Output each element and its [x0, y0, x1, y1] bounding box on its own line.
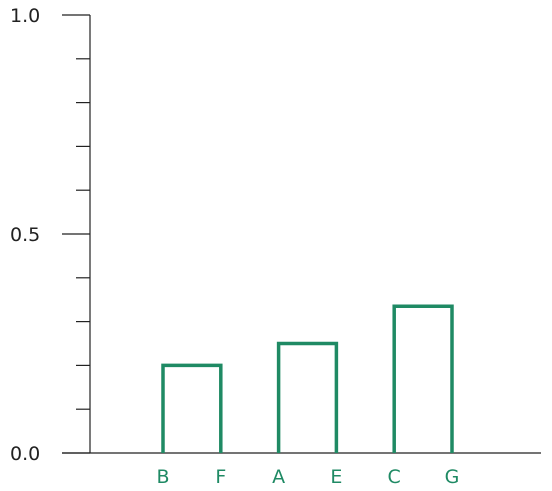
leaf-label-F: F — [215, 466, 226, 488]
y-axis: 0.0 0.5 1.0 — [10, 5, 541, 465]
leaf-label-A: A — [272, 466, 285, 488]
cluster-link-C-G — [392, 304, 454, 453]
leaf-label-C: C — [388, 466, 401, 488]
leaf-label-B: B — [156, 466, 169, 488]
leaf-label-G: G — [445, 466, 460, 488]
cluster-links — [161, 304, 454, 453]
y-tick-label: 0.0 — [10, 443, 40, 465]
y-tick-label: 1.0 — [10, 5, 40, 27]
cluster-link-A-E — [276, 341, 339, 453]
leaf-label-E: E — [330, 466, 342, 488]
y-tick-label: 0.5 — [10, 224, 40, 246]
cluster-link-B-F — [161, 363, 223, 453]
